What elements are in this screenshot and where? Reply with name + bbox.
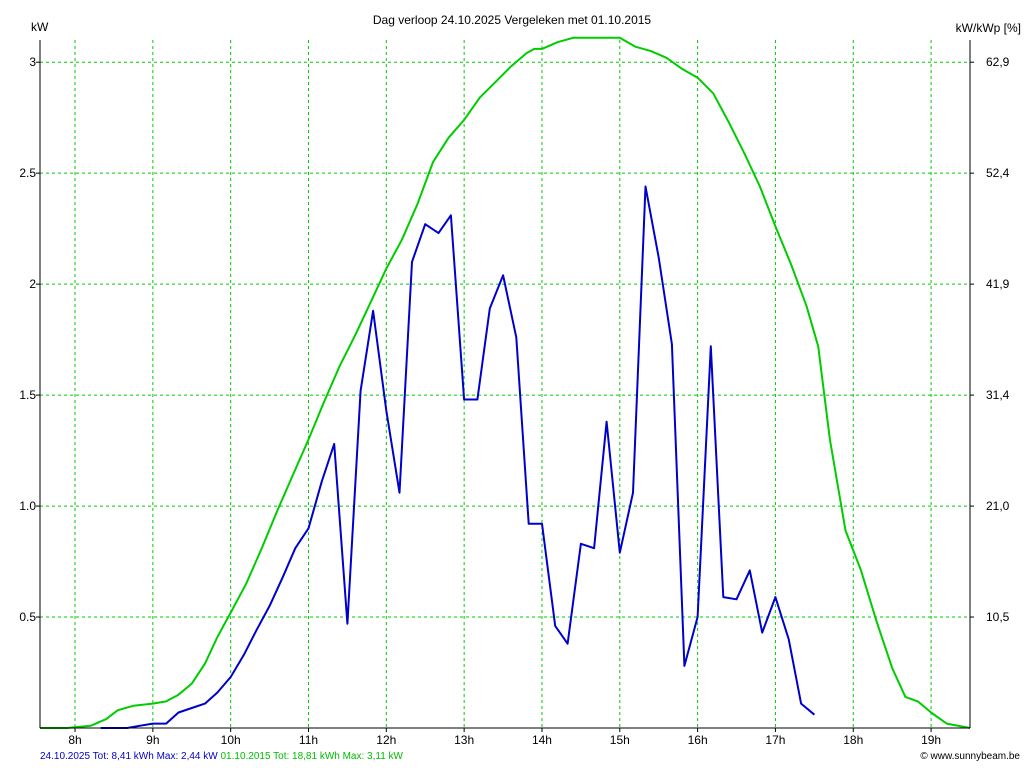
y-tick-label-left: 1.0 bbox=[19, 499, 36, 513]
y-tick-label-right: 21,0 bbox=[986, 499, 1010, 513]
y-tick-label-left: 1.5 bbox=[19, 388, 36, 402]
y-tick-label-left: 0.5 bbox=[19, 610, 36, 624]
grid-layer bbox=[40, 40, 970, 728]
credit-text: © www.sunnybeam.be bbox=[920, 751, 1020, 762]
x-tick-label: 9h bbox=[146, 733, 159, 747]
y-tick-label-right: 41,9 bbox=[986, 277, 1010, 291]
series-layer bbox=[40, 36, 971, 729]
x-tick-label: 16h bbox=[688, 733, 708, 747]
y-axis-label-right: kW/kWp [%] bbox=[956, 21, 1021, 35]
y-tick-label-right: 31,4 bbox=[986, 388, 1010, 402]
x-tick-label: 15h bbox=[610, 733, 630, 747]
y-tick-label-right: 52,4 bbox=[986, 166, 1010, 180]
axis-layer bbox=[36, 40, 974, 732]
x-tick-label: 8h bbox=[68, 733, 81, 747]
y-tick-label-left: 2.5 bbox=[19, 166, 36, 180]
x-tick-label: 19h bbox=[921, 733, 941, 747]
footer-series-summary: 24.10.2025 Tot: 8,41 kWh Max: 2,44 kW 01… bbox=[40, 751, 403, 762]
y-tick-label-right: 10,5 bbox=[986, 610, 1010, 624]
x-tick-label: 13h bbox=[454, 733, 474, 747]
y-axis-label-left: kW bbox=[31, 20, 49, 34]
x-tick-label: 14h bbox=[532, 733, 552, 747]
y-tick-label-left: 2 bbox=[29, 277, 36, 291]
series-line-2 bbox=[40, 36, 971, 729]
y-tick-label-right: 62,9 bbox=[986, 55, 1010, 69]
x-tick-label: 12h bbox=[376, 733, 396, 747]
tick-layer: 8h 9h 10h 11h 12h 13h 14h 15h 16h 17h 18h 19h 0.5 10,… bbox=[19, 55, 1009, 747]
series-line-1 bbox=[100, 185, 816, 729]
x-tick-label: 10h bbox=[221, 733, 241, 747]
footer-series2-text: 01.10.2015 Tot: 18,81 kWh Max: 3,11 kW bbox=[217, 751, 403, 762]
chart-title: Dag verloop 24.10.2025 Vergeleken met 01… bbox=[373, 13, 652, 27]
x-tick-label: 17h bbox=[765, 733, 785, 747]
y-tick-label-left: 3 bbox=[29, 55, 36, 69]
x-tick-label: 11h bbox=[299, 733, 318, 747]
footer-series1-text: 24.10.2025 Tot: 8,41 kWh Max: 2,44 kW bbox=[40, 751, 218, 762]
x-tick-label: 18h bbox=[843, 733, 863, 747]
